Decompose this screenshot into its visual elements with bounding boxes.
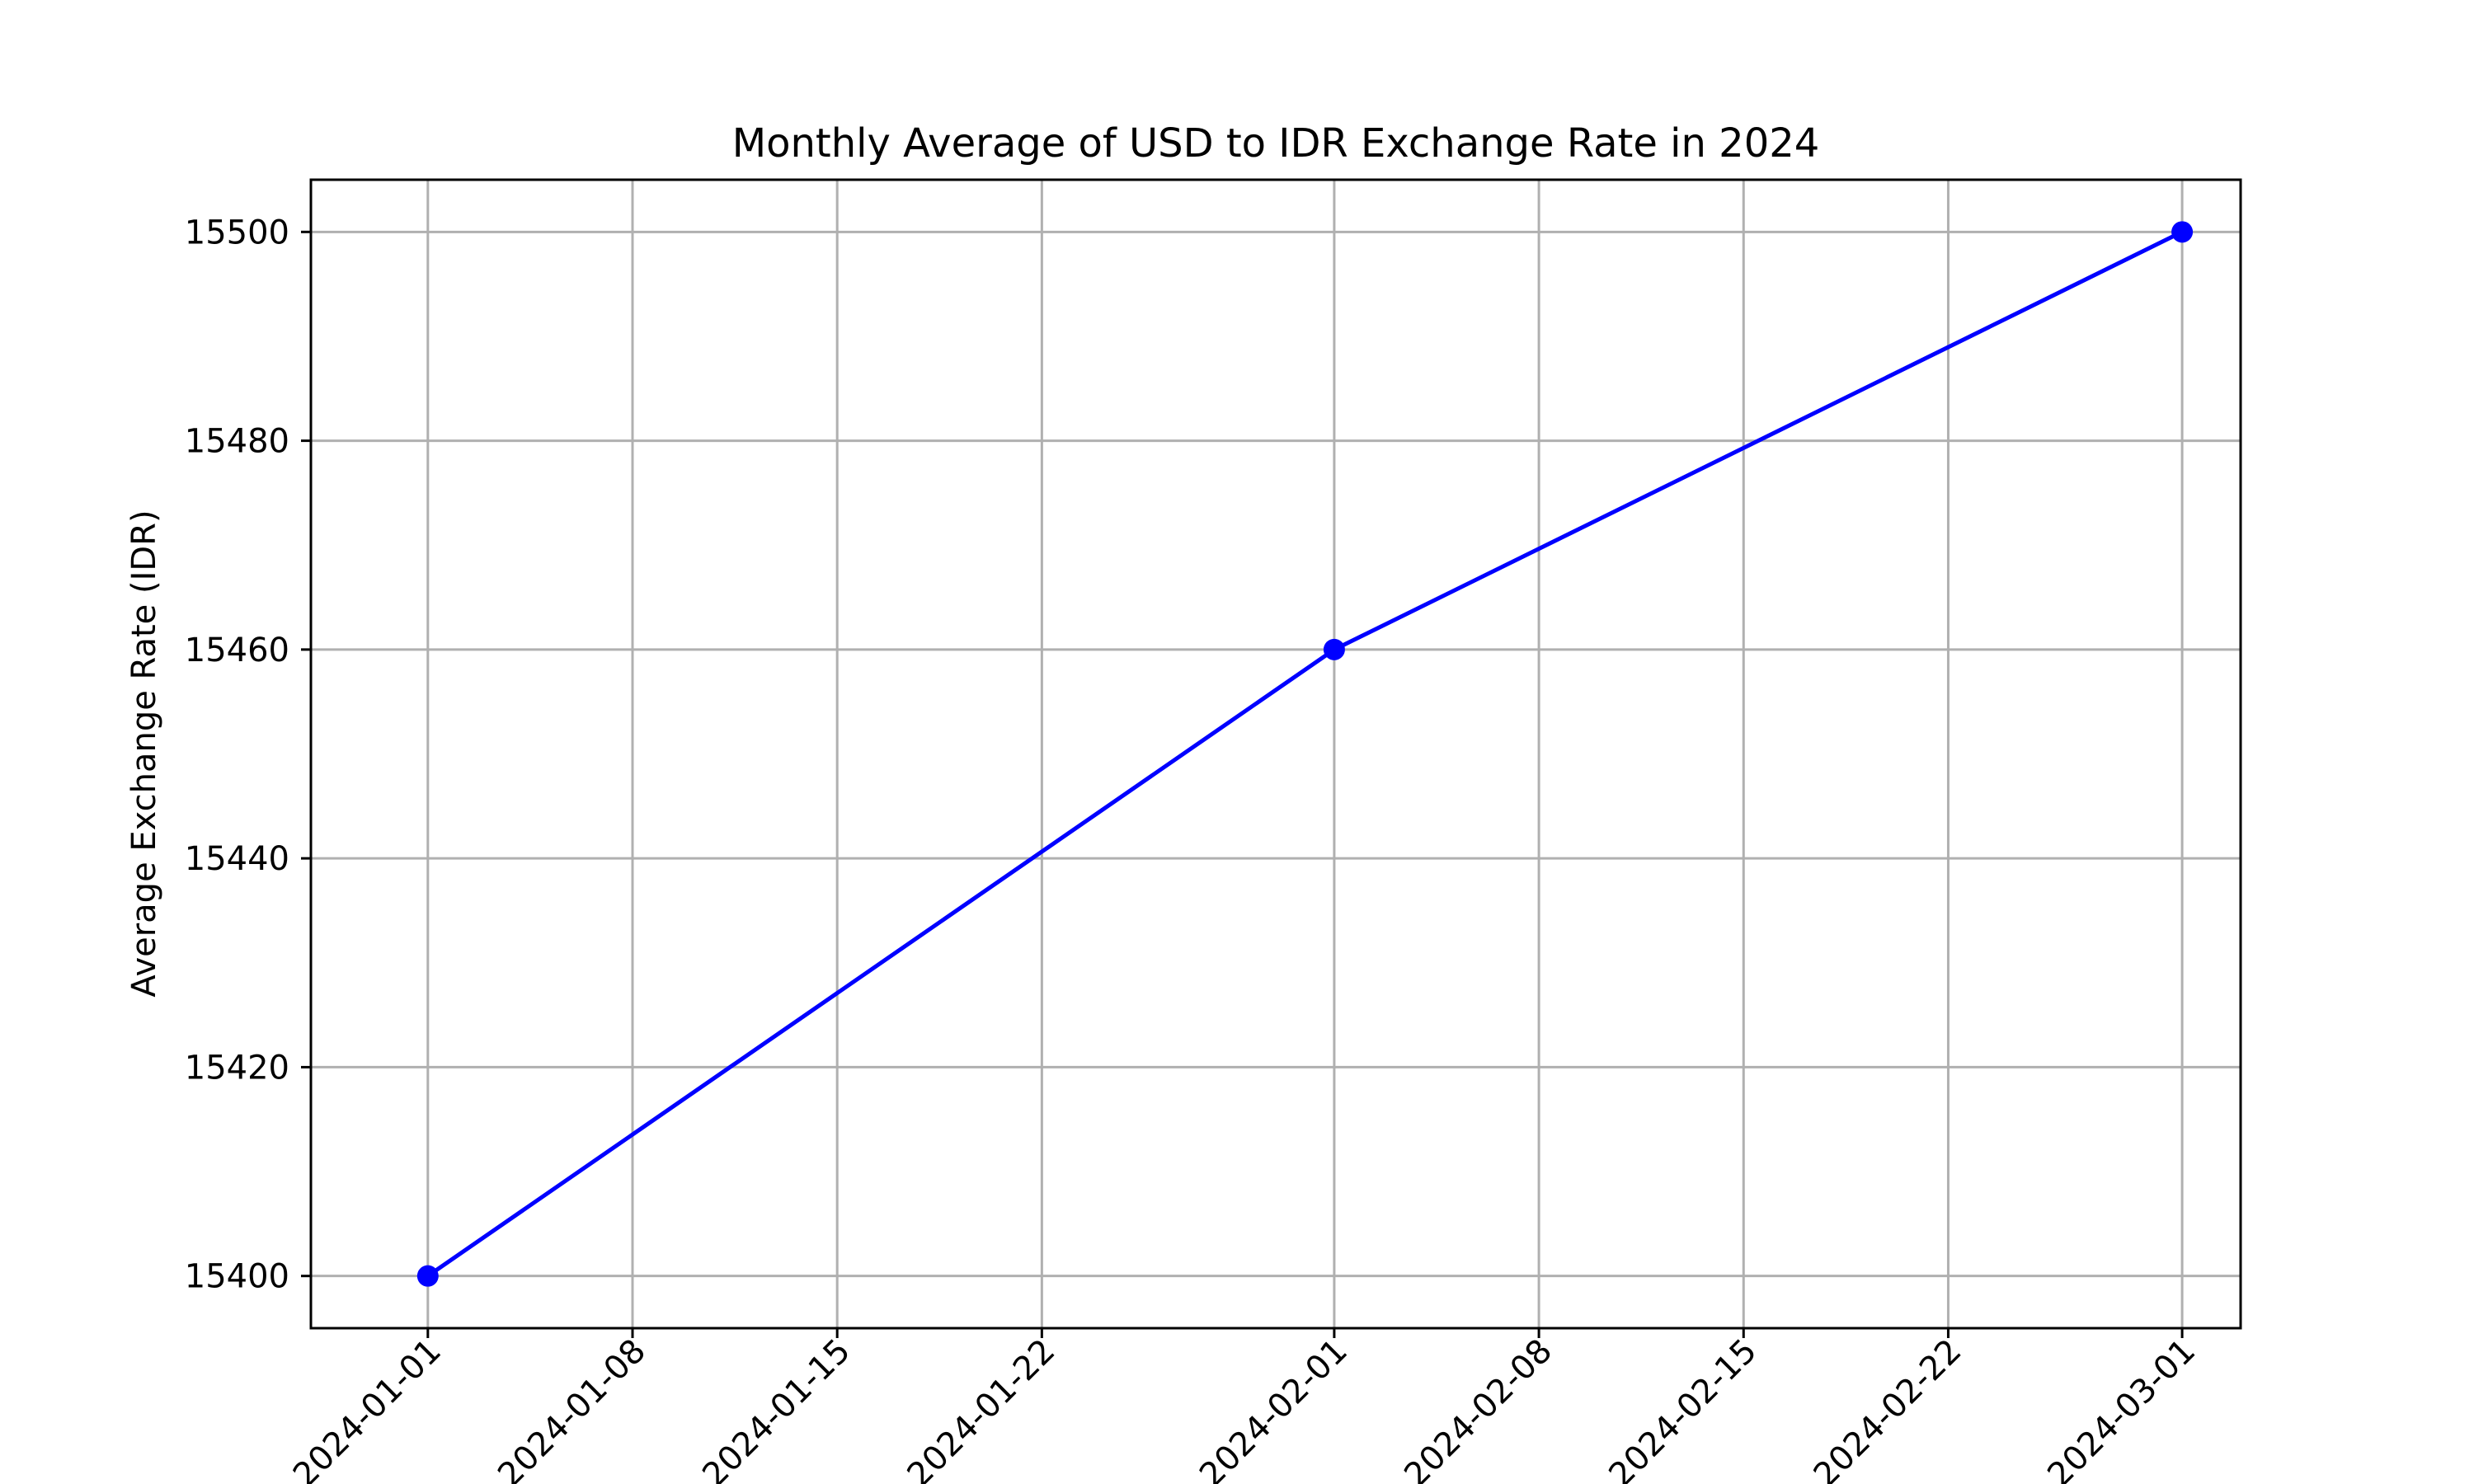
y-axis-label: Average Exchange Rate (IDR) — [125, 510, 163, 997]
axis-ticks — [301, 230, 2184, 1338]
y-tick-label: 15420 — [185, 1049, 289, 1087]
plot-frame — [309, 178, 2242, 1330]
data-point — [1323, 638, 1345, 660]
y-tick-label: 15500 — [185, 214, 289, 251]
grid-lines — [311, 180, 2241, 1328]
data-point — [2171, 221, 2194, 243]
y-tick-label: 15460 — [185, 632, 289, 669]
y-tick-label: 15480 — [185, 423, 289, 461]
data-series — [416, 221, 2194, 1287]
y-tick-labels: 15400 15420 15440 15460 15480 15500 — [185, 214, 289, 1295]
y-tick-label: 15440 — [185, 840, 289, 878]
y-tick-label: 15400 — [185, 1258, 289, 1296]
chart-title: Monthly Average of USD to IDR Exchange R… — [732, 120, 1820, 167]
data-point — [416, 1265, 439, 1287]
